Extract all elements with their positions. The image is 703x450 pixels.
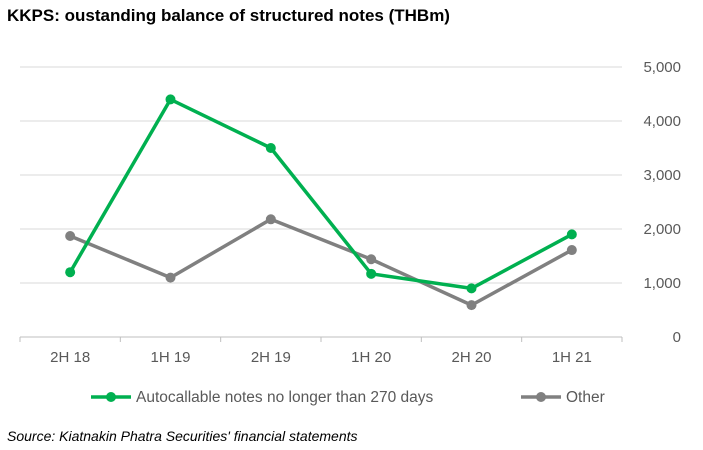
source-note: Source: Kiatnakin Phatra Securities' fin…	[7, 428, 358, 444]
y-tick-label: 4,000	[643, 113, 681, 130]
y-tick-label: 5,000	[643, 59, 681, 76]
y-tick-label: 1,000	[643, 275, 681, 292]
x-axis-ticks: 2H 18 1H 19 2H 19 1H 20 2H 20 1H 21	[19, 337, 623, 366]
series-line	[69, 217, 573, 307]
data-point	[566, 229, 577, 240]
legend: Autocallable notes no longer than 270 da…	[91, 389, 605, 406]
data-point	[165, 272, 176, 283]
data-point	[466, 300, 477, 311]
data-point	[65, 267, 76, 278]
x-tick-label: 2H 18	[50, 349, 90, 366]
data-point	[566, 245, 577, 256]
legend-swatch-marker	[536, 392, 546, 402]
x-tick-label: 2H 20	[451, 349, 491, 366]
y-tick-label: 0	[673, 329, 681, 346]
series-lines	[65, 94, 577, 311]
x-tick-label: 1H 19	[150, 349, 190, 366]
data-point	[265, 214, 276, 225]
y-tick-label: 2,000	[643, 221, 681, 238]
series-line	[68, 97, 573, 291]
data-point	[466, 283, 477, 294]
data-point	[265, 143, 276, 153]
data-point	[165, 94, 176, 105]
legend-label: Autocallable notes no longer than 270 da…	[136, 389, 434, 406]
chart-title: KKPS: oustanding balance of structured n…	[7, 6, 450, 25]
y-axis-ticks: 0 1,000 2,000 3,000 4,000 5,000	[643, 59, 681, 346]
data-point	[366, 268, 377, 279]
x-tick-label: 2H 19	[251, 349, 291, 366]
x-tick-label: 1H 20	[351, 349, 391, 366]
data-point	[65, 231, 76, 242]
y-tick-label: 3,000	[643, 167, 681, 184]
legend-swatch-marker	[106, 392, 116, 402]
x-tick-label: 1H 21	[552, 349, 592, 366]
data-point	[366, 254, 377, 265]
legend-label: Other	[566, 389, 605, 406]
